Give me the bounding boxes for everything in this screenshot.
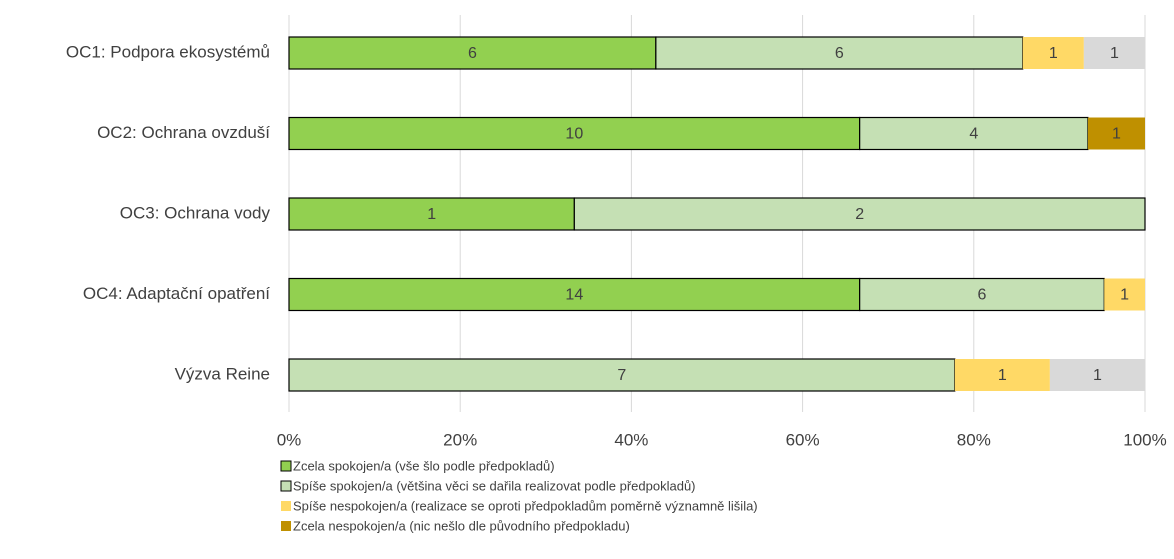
x-tick-label: 40% (614, 430, 648, 449)
legend-swatch (281, 501, 291, 511)
bar-segment (859, 116, 1089, 151)
x-tick-label: 0% (277, 430, 302, 449)
data-label: 1 (1112, 126, 1121, 143)
data-label: 6 (468, 45, 477, 62)
data-label: 1 (1120, 287, 1129, 304)
data-label: 1 (1110, 45, 1119, 62)
bar-segment (573, 197, 1146, 231)
bar-segment (1104, 278, 1145, 311)
data-label: 1 (998, 367, 1007, 384)
data-label: 14 (565, 287, 583, 304)
bar-segment (954, 359, 1050, 391)
y-tick-label: OC4: Adaptační opatření (83, 284, 270, 303)
bar-segment (1049, 359, 1145, 391)
bar-segment (288, 197, 575, 231)
x-tick-label: 20% (443, 430, 477, 449)
legend-label: Spíše nespokojen/a (realizace se oproti … (293, 498, 758, 513)
bar-segment (1087, 117, 1145, 150)
data-label: 6 (835, 45, 844, 62)
bar-segment (655, 36, 1024, 70)
y-tick-label: Výzva Reine (175, 364, 270, 383)
legend-label: Zcela spokojen/a (vše šlo podle předpokl… (293, 458, 555, 473)
bar-segment (288, 277, 861, 312)
y-tick-label: OC3: Ochrana vody (120, 203, 271, 222)
x-tick-label: 60% (786, 430, 820, 449)
legend-swatch (280, 480, 292, 492)
bar-segment (1022, 37, 1084, 69)
data-label: 1 (427, 206, 436, 223)
y-tick-label: OC2: Ochrana ovzduší (97, 123, 270, 142)
bar-segment (288, 36, 657, 70)
bar-segment (1083, 37, 1145, 69)
y-tick-label: OC1: Podpora ekosystémů (66, 42, 270, 61)
data-label: 10 (565, 126, 583, 143)
data-label: 2 (855, 206, 864, 223)
bar-segment (859, 277, 1105, 312)
x-tick-label: 80% (957, 430, 991, 449)
legend-swatch (281, 521, 291, 531)
legend-swatch (280, 460, 292, 472)
bar-segment (288, 116, 861, 151)
data-label: 6 (977, 287, 986, 304)
data-label: 7 (617, 367, 626, 384)
data-label: 1 (1093, 367, 1102, 384)
data-label: 1 (1049, 45, 1058, 62)
legend-label: Zcela nespokojen/a (nic nešlo dle původn… (293, 518, 630, 533)
legend-label: Spíše spokojen/a (většina věci se dařila… (293, 478, 696, 493)
x-tick-label: 100% (1123, 430, 1166, 449)
data-label: 4 (969, 126, 978, 143)
